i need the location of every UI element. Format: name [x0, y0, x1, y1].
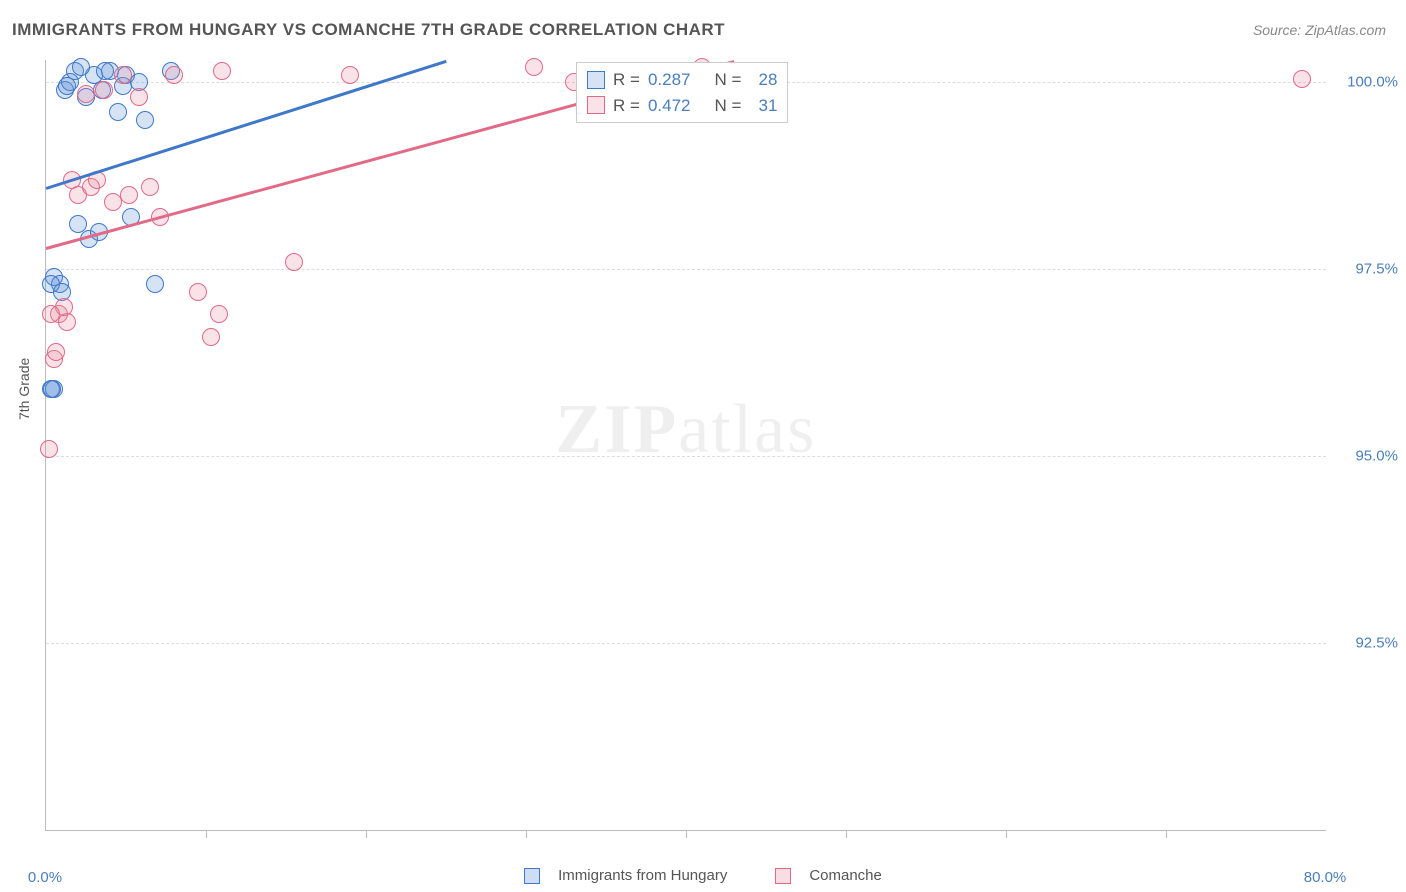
data-point	[58, 77, 76, 95]
stats-box: R = 0.287 N = 28 R = 0.472 N = 31	[576, 62, 788, 123]
y-axis-label: 7th Grade	[16, 358, 32, 420]
data-point	[72, 58, 90, 76]
data-point	[120, 186, 138, 204]
legend-item: Comanche	[763, 867, 894, 884]
data-point	[146, 275, 164, 293]
data-point	[210, 305, 228, 323]
data-point	[114, 66, 132, 84]
gridline-h	[46, 269, 1326, 270]
data-point	[285, 253, 303, 271]
data-point	[141, 178, 159, 196]
legend-label: Immigrants from Hungary	[558, 867, 727, 884]
y-tick-label: 95.0%	[1355, 448, 1398, 465]
data-point	[40, 440, 58, 458]
data-point	[165, 66, 183, 84]
source-label: Source: ZipAtlas.com	[1253, 22, 1386, 38]
data-point	[202, 328, 220, 346]
legend-swatch	[587, 96, 605, 114]
data-point	[189, 283, 207, 301]
stat-n-label: N =	[714, 93, 741, 119]
y-tick-label: 92.5%	[1355, 635, 1398, 652]
y-tick-label: 97.5%	[1355, 261, 1398, 278]
x-tick	[206, 830, 207, 838]
stat-r-label: R =	[613, 67, 640, 93]
stats-row: R = 0.287 N = 28	[587, 67, 777, 93]
stat-n-value: 28	[749, 67, 777, 93]
chart-title: IMMIGRANTS FROM HUNGARY VS COMANCHE 7TH …	[12, 20, 725, 40]
data-point	[95, 81, 113, 99]
stat-r-value: 0.287	[648, 67, 691, 93]
y-tick-label: 100.0%	[1347, 74, 1398, 91]
data-point	[1293, 70, 1311, 88]
data-point	[341, 66, 359, 84]
data-point	[42, 305, 60, 323]
watermark: ZIPatlas	[556, 390, 817, 470]
data-point	[77, 85, 95, 103]
x-tick	[686, 830, 687, 838]
x-tick-label: 80.0%	[1304, 869, 1347, 886]
gridline-h	[46, 456, 1326, 457]
stat-n-value: 31	[749, 93, 777, 119]
stats-row: R = 0.472 N = 31	[587, 93, 777, 119]
data-point	[130, 88, 148, 106]
data-point	[109, 103, 127, 121]
data-point	[136, 111, 154, 129]
data-point	[47, 343, 65, 361]
x-tick	[1166, 830, 1167, 838]
data-point	[96, 62, 114, 80]
legend-item: Immigrants from Hungary	[512, 867, 739, 884]
gridline-h	[46, 643, 1326, 644]
data-point	[213, 62, 231, 80]
x-tick	[1006, 830, 1007, 838]
x-tick-label: 0.0%	[28, 869, 62, 886]
stat-r-label: R =	[613, 93, 640, 119]
stat-r-value: 0.472	[648, 93, 691, 119]
legend-swatch	[587, 71, 605, 89]
x-tick	[526, 830, 527, 838]
bottom-legend: Immigrants from Hungary Comanche	[0, 867, 1406, 884]
data-point	[43, 380, 61, 398]
source-name: ZipAtlas.com	[1305, 22, 1386, 38]
x-tick	[846, 830, 847, 838]
legend-swatch	[524, 868, 540, 884]
plot-area: ZIPatlas R = 0.287 N = 28 R = 0.472 N = 31	[45, 60, 1326, 831]
stat-n-label: N =	[714, 67, 741, 93]
legend-label: Comanche	[809, 867, 882, 884]
x-tick	[366, 830, 367, 838]
legend-swatch	[775, 868, 791, 884]
data-point	[525, 58, 543, 76]
source-prefix: Source:	[1253, 22, 1305, 38]
